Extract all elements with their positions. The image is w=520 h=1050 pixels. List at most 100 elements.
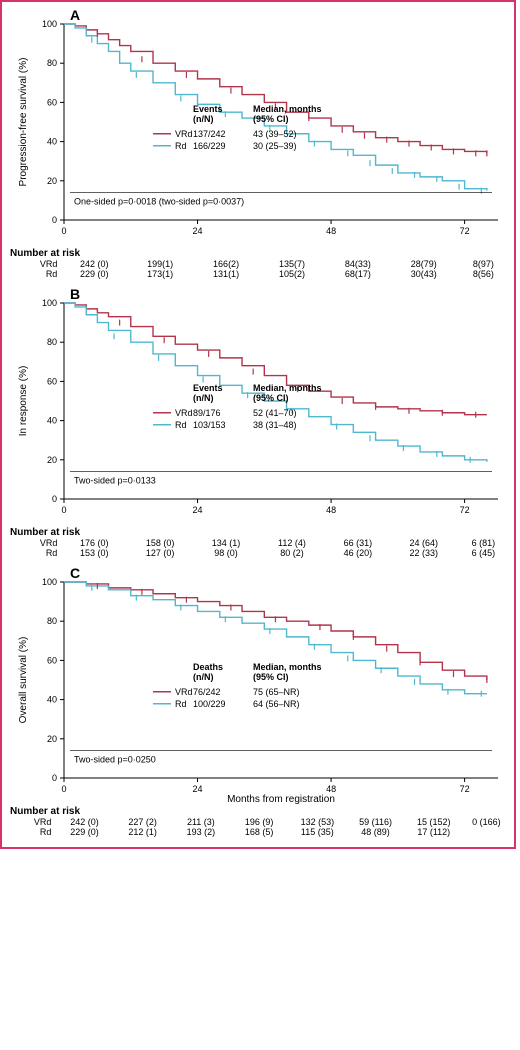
risk-title: Number at risk (10, 527, 510, 538)
y-tick-label: 80 (47, 337, 57, 347)
svg-text:30 (25–39): 30 (25–39) (253, 141, 297, 151)
svg-text:(n/N): (n/N) (193, 393, 214, 403)
risk-cell: 168 (5) (230, 827, 288, 837)
risk-row-vrd: VRd176 (0)158 (0)134 (1)112 (4)66 (31)24… (6, 538, 510, 548)
svg-text:76/242: 76/242 (193, 687, 221, 697)
svg-text:89/176: 89/176 (193, 408, 221, 418)
y-tick-label: 0 (52, 215, 57, 225)
risk-row-vrd: VRd242 (0)227 (2)211 (3)196 (9)132 (53)5… (6, 817, 510, 827)
risk-cell: 242 (0) (55, 817, 113, 827)
panel-B: B0204060801000244872In response (%)Event… (6, 285, 510, 558)
svg-text:Rd: Rd (175, 699, 187, 709)
risk-row-rd: Rd229 (0)173(1)131(1)105(2)68(17)30(43)8… (6, 269, 510, 279)
svg-text:VRd: VRd (175, 408, 193, 418)
legend-box: Events(n/N) Median, months(95% CI) VRd89/1… (153, 383, 322, 430)
y-axis-label: In response (%) (18, 366, 29, 437)
risk-cell: 242 (0) (61, 259, 127, 269)
svg-text:Rd: Rd (175, 141, 187, 151)
svg-text:Rd: Rd (175, 420, 187, 430)
risk-cell: 105(2) (259, 269, 325, 279)
risk-cell: 131(1) (193, 269, 259, 279)
risk-cell: 80 (2) (259, 548, 325, 558)
risk-cell: 98 (0) (193, 548, 259, 558)
risk-cell: 30(43) (391, 269, 457, 279)
risk-cell: 211 (3) (172, 817, 230, 827)
risk-cell: 24 (64) (391, 538, 457, 548)
risk-cell: 229 (0) (61, 269, 127, 279)
x-tick-label: 72 (460, 505, 470, 515)
y-tick-label: 20 (47, 734, 57, 744)
risk-row-vrd: VRd242 (0)199(1)166(2)135(7)84(33)28(79)… (6, 259, 510, 269)
p-value: One-sided p=0·0018 (two-sided p=0·0037) (74, 196, 244, 206)
risk-cell: 17 (112) (405, 827, 463, 837)
svg-text:166/229: 166/229 (193, 141, 226, 151)
risk-cell (463, 827, 510, 837)
risk-cell: 28(79) (391, 259, 457, 269)
km-plot-A: A0204060801000244872Progression-free sur… (6, 6, 506, 246)
svg-text:38 (31–48): 38 (31–48) (253, 420, 297, 430)
risk-title: Number at risk (10, 248, 510, 259)
x-tick-label: 0 (61, 505, 66, 515)
risk-cell: 166(2) (193, 259, 259, 269)
risk-cell: 15 (152) (405, 817, 463, 827)
svg-text:75 (65–NR): 75 (65–NR) (253, 687, 300, 697)
x-axis-label: Months from registration (227, 794, 335, 804)
x-tick-label: 72 (460, 784, 470, 794)
panels-container: A0204060801000244872Progression-free sur… (6, 6, 510, 837)
legend-box: Events(n/N)Median, months(95% CI)VRd137/… (153, 104, 322, 151)
risk-cell: 59 (116) (346, 817, 404, 827)
p-value: Two-sided p=0·0133 (74, 475, 156, 485)
legend-box: Events(n/N)Median, months(95% CI)DeathsV… (153, 660, 322, 709)
risk-cell: 229 (0) (55, 827, 113, 837)
risk-cell: 132 (53) (288, 817, 346, 827)
svg-text:VRd: VRd (175, 129, 193, 139)
risk-row-label: Rd (6, 548, 61, 558)
panel-A: A0204060801000244872Progression-free sur… (6, 6, 510, 279)
y-tick-label: 100 (42, 19, 57, 29)
risk-cell: 115 (35) (288, 827, 346, 837)
y-tick-label: 40 (47, 695, 57, 705)
svg-text:Median, months: Median, months (253, 662, 322, 672)
p-value: Two-sided p=0·0250 (74, 754, 156, 764)
x-tick-label: 72 (460, 226, 470, 236)
y-tick-label: 40 (47, 137, 57, 147)
risk-cell: 135(7) (259, 259, 325, 269)
svg-text:100/229: 100/229 (193, 699, 226, 709)
svg-text:(95% CI): (95% CI) (253, 393, 289, 403)
risk-cell: 46 (20) (325, 548, 391, 558)
svg-text:Events: Events (193, 383, 223, 393)
risk-cell: 8(56) (457, 269, 510, 279)
svg-text:Median, months: Median, months (253, 383, 322, 393)
y-tick-label: 80 (47, 58, 57, 68)
risk-title: Number at risk (10, 806, 510, 817)
svg-text:137/242: 137/242 (193, 129, 226, 139)
svg-text:(n/N): (n/N) (193, 672, 214, 682)
risk-cell: 196 (9) (230, 817, 288, 827)
risk-cell: 153 (0) (61, 548, 127, 558)
x-tick-label: 24 (193, 505, 203, 515)
svg-text:103/153: 103/153 (193, 420, 226, 430)
risk-cell: 68(17) (325, 269, 391, 279)
x-tick-label: 0 (61, 784, 66, 794)
risk-row-label: Rd (6, 827, 55, 837)
svg-text:Median, months: Median, months (253, 104, 322, 114)
svg-text:(95% CI): (95% CI) (253, 672, 289, 682)
y-tick-label: 100 (42, 577, 57, 587)
y-axis-label: Progression-free survival (%) (18, 58, 29, 187)
x-tick-label: 24 (193, 784, 203, 794)
km-plot-B: B0204060801000244872In response (%)Event… (6, 285, 506, 525)
x-tick-label: 24 (193, 226, 203, 236)
panel-C: C0204060801000244872Overall survival (%)… (6, 564, 510, 837)
svg-text:VRd: VRd (175, 687, 193, 697)
y-tick-label: 0 (52, 494, 57, 504)
svg-text:(95% CI): (95% CI) (253, 114, 289, 124)
x-tick-label: 48 (326, 226, 336, 236)
risk-cell: 84(33) (325, 259, 391, 269)
risk-row-label: Rd (6, 269, 61, 279)
risk-table-C: Number at riskVRd242 (0)227 (2)211 (3)19… (6, 806, 510, 837)
risk-cell: 227 (2) (114, 817, 172, 827)
y-tick-label: 80 (47, 616, 57, 626)
risk-cell: 199(1) (127, 259, 193, 269)
x-tick-label: 0 (61, 226, 66, 236)
risk-cell: 112 (4) (259, 538, 325, 548)
